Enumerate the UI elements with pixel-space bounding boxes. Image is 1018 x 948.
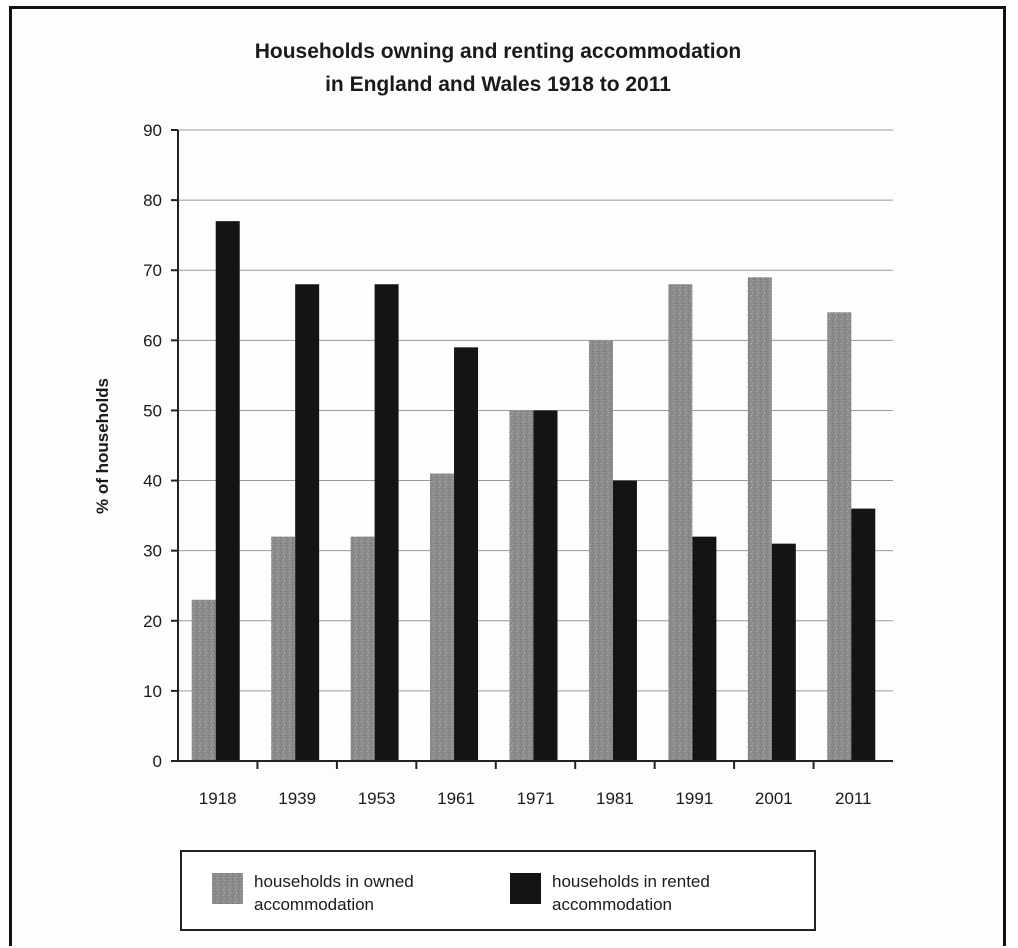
bar-rented-1961 [454, 347, 479, 761]
bar-rented-1971 [533, 410, 558, 761]
y-axis-ticks: 0 10 20 30 40 50 60 70 80 90 [143, 121, 178, 771]
bar-rented-1939 [295, 284, 320, 761]
x-tick-label: 1981 [596, 789, 634, 808]
x-tick-label: 2011 [835, 789, 872, 808]
bar-owned-1953 [350, 536, 375, 761]
y-tick-label: 50 [143, 401, 162, 420]
y-tick-label: 80 [143, 191, 162, 210]
y-tick-label: 40 [143, 472, 162, 491]
legend: households in owned accommodation househ… [180, 850, 816, 931]
x-tick-label: 1953 [358, 789, 396, 808]
x-tick-label: 2001 [755, 789, 793, 808]
bar-rented-1918 [215, 221, 240, 762]
x-tick-label: 1918 [199, 789, 237, 808]
x-tick-label: 1971 [517, 789, 555, 808]
bars [191, 221, 876, 762]
y-tick-label: 70 [143, 261, 162, 280]
y-tick-label: 10 [143, 682, 162, 701]
legend-label-rented-line-2: accommodation [552, 895, 672, 914]
bar-rented-1981 [612, 480, 637, 761]
bar-rented-1953 [374, 284, 399, 761]
bar-owned-1991 [668, 284, 693, 761]
bar-owned-1971 [509, 410, 534, 761]
chart-title-line-1: Households owning and renting accommodat… [255, 40, 742, 63]
legend-label-rented-line-1: households in rented [552, 872, 710, 891]
y-tick-label: 0 [153, 752, 162, 771]
chart-title-line-2: in England and Wales 1918 to 2011 [325, 73, 671, 96]
bar-owned-2001 [747, 277, 772, 761]
bar-rented-1991 [692, 536, 717, 761]
legend-box [180, 850, 816, 931]
y-axis-label: % of households [93, 378, 112, 514]
x-axis-ticks: 1918 1939 1953 1961 1971 1981 1991 2001 2011 [199, 761, 872, 808]
bar-owned-1918 [191, 599, 216, 761]
y-tick-label: 20 [143, 612, 162, 631]
legend-label-owned-line-2: accommodation [254, 895, 374, 914]
bar-owned-1961 [430, 473, 455, 761]
bar-rented-2011 [851, 508, 876, 761]
x-tick-label: 1939 [278, 789, 316, 808]
y-tick-label: 30 [143, 542, 162, 561]
bar-rented-2001 [771, 543, 796, 761]
x-tick-label: 1961 [437, 789, 475, 808]
x-tick-label: 1991 [675, 789, 713, 808]
y-tick-label: 60 [143, 331, 162, 350]
legend-swatch-owned [212, 873, 243, 904]
bar-owned-1939 [271, 536, 296, 761]
bar-owned-2011 [827, 312, 852, 761]
y-tick-label: 90 [143, 121, 162, 140]
legend-label-owned-line-1: households in owned [254, 872, 414, 891]
legend-swatch-rented [510, 873, 541, 904]
bar-owned-1981 [588, 340, 613, 761]
